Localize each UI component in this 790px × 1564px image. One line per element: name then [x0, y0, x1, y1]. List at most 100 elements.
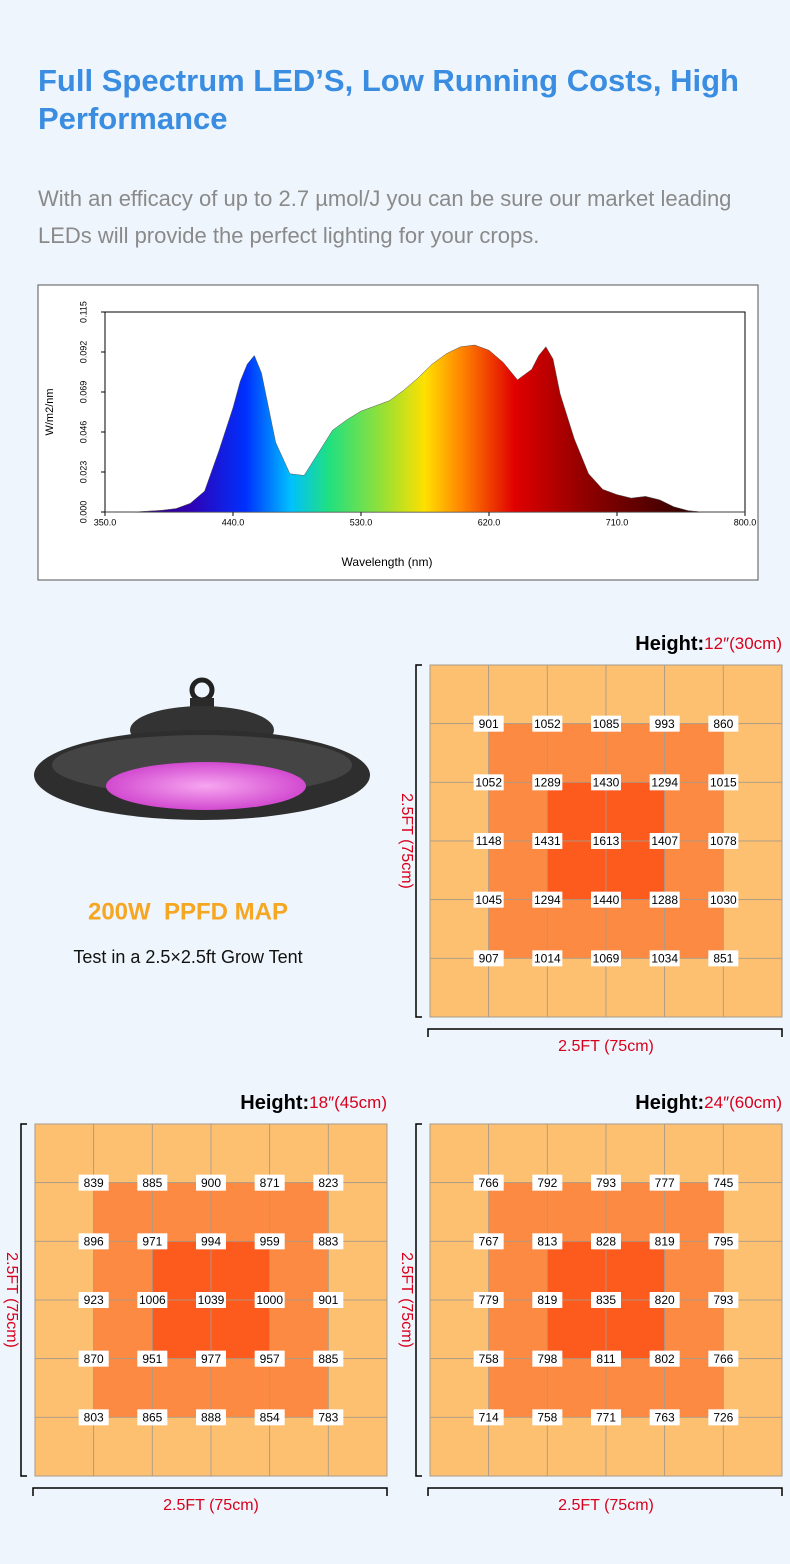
value-box — [473, 891, 504, 908]
value-box — [254, 1292, 285, 1308]
ppfd-value: 1288 — [651, 893, 678, 907]
value-box — [473, 1233, 504, 1250]
map-cell — [327, 1358, 388, 1418]
map-cell — [605, 1240, 666, 1301]
value-box — [708, 833, 739, 849]
map-cell — [488, 781, 548, 842]
ppfd-value: 771 — [596, 1411, 616, 1425]
ppfd-value: 726 — [713, 1411, 733, 1425]
x-bracket — [427, 1028, 783, 1037]
value-box — [78, 1174, 109, 1191]
ppfd-value: 1039 — [198, 1293, 225, 1307]
ppfd-value: 1015 — [710, 776, 737, 790]
value-box — [78, 1233, 109, 1250]
value-box — [532, 1292, 563, 1308]
map-cell — [269, 1182, 329, 1242]
map-cell — [546, 1123, 607, 1184]
map-cell — [722, 899, 783, 959]
value-box — [473, 833, 504, 849]
y-dimension: 2.5FT (75cm) — [3, 1252, 20, 1348]
map-cell — [93, 1358, 153, 1418]
x-tick-label: 530.0 — [350, 517, 373, 527]
value-box — [78, 1292, 109, 1308]
map-cell — [664, 1123, 724, 1184]
y-bracket — [415, 664, 422, 1018]
ppfd-value: 835 — [596, 1293, 616, 1307]
lamp-hook — [189, 677, 215, 703]
map-cell — [429, 781, 490, 842]
ppfd-value: 1294 — [651, 776, 678, 790]
height-value: 24″(60cm) — [704, 1093, 782, 1112]
ppfd-value: 951 — [142, 1352, 162, 1366]
map-cell — [722, 781, 783, 842]
map-cell — [151, 1240, 212, 1301]
ppfd-value: 1085 — [593, 717, 620, 731]
ppfd-value: 779 — [479, 1293, 499, 1307]
map-cell — [605, 1358, 666, 1418]
value-box — [532, 950, 563, 967]
value-box — [708, 1292, 739, 1308]
map-cell — [722, 723, 783, 783]
ppfd-value: 1613 — [593, 834, 620, 848]
lamp-leds — [106, 762, 306, 810]
value-box — [649, 1292, 680, 1308]
ppfd-value: 994 — [201, 1235, 221, 1249]
map-cell — [546, 723, 607, 783]
ppfd-value: 971 — [142, 1235, 162, 1249]
map-cell — [269, 1416, 329, 1477]
value-box — [254, 1174, 285, 1191]
map-cell — [429, 1123, 490, 1184]
map-cell — [151, 1182, 212, 1242]
value-box — [708, 715, 739, 732]
ppfd-value: 871 — [260, 1176, 280, 1190]
value-box — [313, 1292, 344, 1308]
map-cell — [488, 664, 548, 725]
map-cell — [151, 1123, 212, 1184]
x-axis-label: Wavelength (nm) — [342, 555, 433, 569]
ppfd-value: 901 — [318, 1293, 338, 1307]
map-cell — [546, 1299, 607, 1360]
value-box — [591, 774, 621, 791]
value-box — [591, 891, 621, 908]
ppfd-value: 883 — [318, 1235, 338, 1249]
map-cell — [722, 1123, 783, 1184]
value-box — [473, 950, 504, 967]
map-cell — [664, 664, 724, 725]
product-caption: Test in a 2.5×2.5ft Grow Tent — [73, 947, 302, 967]
ppfd-value: 813 — [537, 1235, 557, 1249]
value-box — [137, 1409, 168, 1426]
value-box — [532, 833, 563, 849]
map-cell — [429, 840, 490, 901]
ppfd-value: 896 — [84, 1235, 104, 1249]
y-bracket — [415, 1123, 422, 1477]
map-cell — [546, 664, 607, 725]
x-bracket — [427, 1487, 783, 1496]
value-box — [137, 1292, 168, 1308]
value-box — [649, 774, 680, 791]
ppfd-value: 1289 — [534, 776, 561, 790]
ppfd-value: 907 — [479, 952, 499, 966]
map-cell — [429, 899, 490, 959]
map-cell — [488, 899, 548, 959]
product-title: 200W PPFD MAP — [88, 898, 288, 925]
value-box — [649, 950, 680, 967]
ppfd-value: 885 — [142, 1176, 162, 1190]
map-cell — [429, 1416, 490, 1477]
value-box — [137, 1233, 168, 1250]
map-cell — [488, 1358, 548, 1418]
map-cell — [605, 840, 666, 901]
map-cell — [722, 1416, 783, 1477]
map-cell — [34, 1299, 95, 1360]
ppfd-value: 763 — [655, 1411, 675, 1425]
map-cell — [327, 1240, 388, 1301]
map-cell — [34, 1182, 95, 1242]
map-border — [34, 1123, 388, 1477]
value-box — [649, 1350, 680, 1367]
map-cell — [93, 1123, 153, 1184]
map-cell — [488, 840, 548, 901]
ppfd-value: 1078 — [710, 834, 737, 848]
map-cell — [664, 1416, 724, 1477]
map-cell — [664, 1240, 724, 1301]
